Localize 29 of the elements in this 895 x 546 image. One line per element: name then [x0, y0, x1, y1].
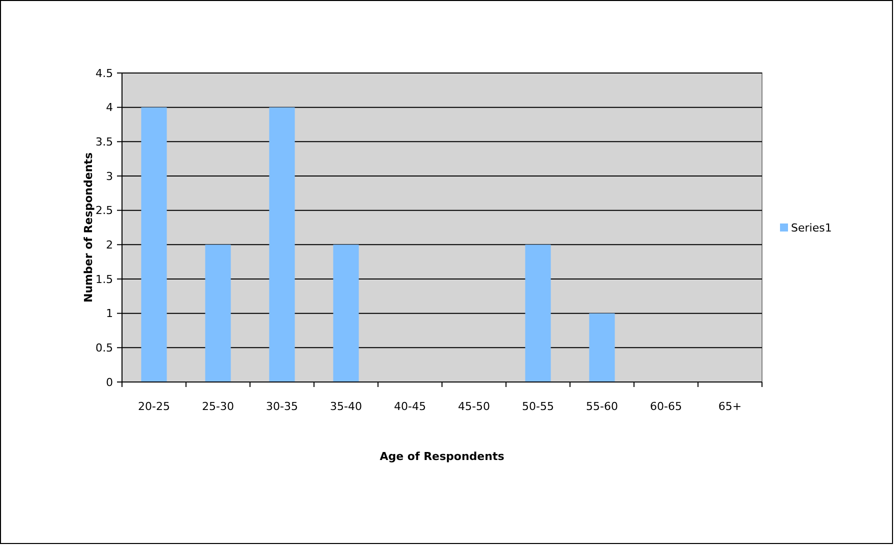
- y-tick-label: 3: [106, 170, 113, 183]
- x-tick-label: 25-30: [202, 400, 234, 413]
- y-tick-label: 0: [106, 376, 113, 389]
- x-tick-label: 60-65: [650, 400, 682, 413]
- y-tick-label: 3.5: [96, 136, 113, 149]
- y-axis-title: Number of Respondents: [82, 152, 95, 302]
- x-tick-label: 45-50: [458, 400, 490, 413]
- bar: [205, 244, 231, 382]
- bar: [525, 244, 551, 382]
- x-tick-label: 55-60: [586, 400, 618, 413]
- y-tick-label: 4: [106, 101, 113, 114]
- y-tick-label: 1.5: [96, 272, 113, 286]
- y-tick-label: 2: [106, 238, 113, 252]
- y-tick-label: 1: [106, 307, 113, 320]
- legend-label: Series1: [791, 221, 832, 234]
- x-tick-label: 35-40: [330, 400, 362, 413]
- bar: [333, 244, 359, 382]
- y-tick-label: 4.5: [96, 66, 113, 80]
- x-tick-label: 40-45: [394, 400, 426, 413]
- x-tick-label: 30-35: [266, 400, 298, 413]
- x-tick-label: 20-25: [138, 400, 170, 413]
- y-tick-label: 0.5: [96, 342, 113, 355]
- x-tick-label: 50-55: [522, 400, 554, 413]
- y-tick-label: 2.5: [96, 204, 113, 218]
- x-axis-title: Age of Respondents: [380, 450, 505, 463]
- x-tick-label: 65+: [718, 400, 742, 413]
- bar: [589, 313, 615, 382]
- bar: [269, 107, 295, 382]
- bar: [141, 107, 167, 382]
